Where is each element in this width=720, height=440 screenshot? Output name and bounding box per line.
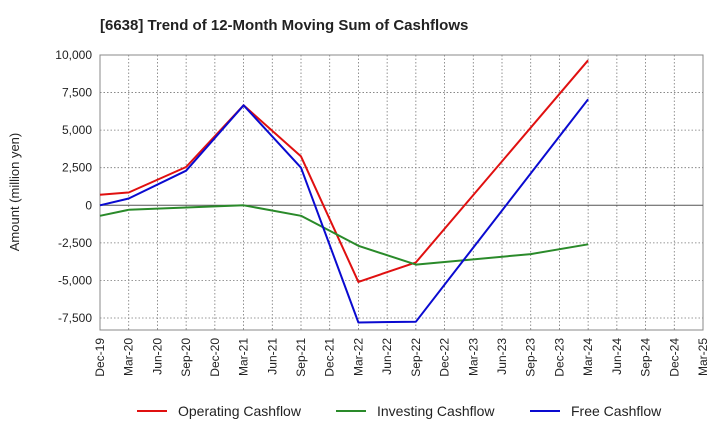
y-axis-title: Amount (million yen) — [7, 133, 22, 252]
x-tick-label: Jun-22 — [380, 338, 394, 375]
grid — [99, 54, 704, 330]
x-tick-label: Dec-21 — [323, 338, 337, 377]
x-tick-label: Mar-23 — [466, 338, 480, 376]
legend-label: Investing Cashflow — [377, 403, 495, 419]
series-line-1 — [99, 59, 589, 283]
y-tick-labels: 10,000 7,500 5,000 2,500 0 -2,500 -5,000 -7,500 — [55, 48, 92, 325]
x-tick-label: Mar-24 — [581, 338, 595, 376]
x-tick-label: Mar-22 — [351, 338, 365, 376]
x-tick-label: Mar-25 — [696, 338, 710, 376]
series-line-2 — [99, 204, 589, 266]
legend-label: Free Cashflow — [571, 403, 662, 419]
series-layer — [99, 59, 589, 324]
x-tick-labels: Dec-19 Mar-20 Jun-20 Sep-20 Dec-20 Mar-21 Jun-… — [93, 338, 710, 377]
y-tick-label: 0 — [85, 198, 92, 212]
x-tick-label: Dec-24 — [667, 338, 681, 377]
x-tick-label: Sep-22 — [409, 338, 423, 377]
x-tick-label: Mar-21 — [237, 338, 251, 376]
y-tick-label: 10,000 — [55, 48, 92, 62]
series-line-3 — [99, 98, 589, 324]
x-tick-label: Dec-22 — [438, 338, 452, 377]
x-tick-label: Sep-23 — [524, 338, 538, 377]
plot-area-frame — [99, 54, 704, 331]
x-tick-label: Sep-20 — [179, 338, 193, 377]
legend-label: Operating Cashflow — [178, 403, 302, 419]
y-tick-label: -5,000 — [58, 273, 92, 287]
y-tick-label: -2,500 — [58, 236, 92, 250]
x-tick-label: Jun-24 — [610, 338, 624, 375]
x-tick-label: Jun-20 — [150, 338, 164, 375]
x-tick-label: Sep-21 — [294, 338, 308, 377]
chart-title: [6638] Trend of 12-Month Moving Sum of C… — [100, 17, 468, 34]
x-tick-label: Dec-23 — [552, 338, 566, 377]
x-tick-label: Dec-19 — [93, 338, 107, 377]
y-tick-label: 5,000 — [62, 123, 92, 137]
x-tick-label: Jun-21 — [265, 338, 279, 375]
legend: Operating Cashflow Investing Cashflow Free… — [137, 403, 662, 419]
x-tick-label: Mar-20 — [122, 338, 136, 376]
y-tick-label: 2,500 — [62, 161, 92, 175]
x-tick-label: Jun-23 — [495, 338, 509, 375]
x-tick-label: Sep-24 — [639, 338, 653, 377]
y-tick-label: -7,500 — [58, 311, 92, 325]
x-tick-label: Dec-20 — [208, 338, 222, 377]
y-tick-label: 7,500 — [62, 86, 92, 100]
